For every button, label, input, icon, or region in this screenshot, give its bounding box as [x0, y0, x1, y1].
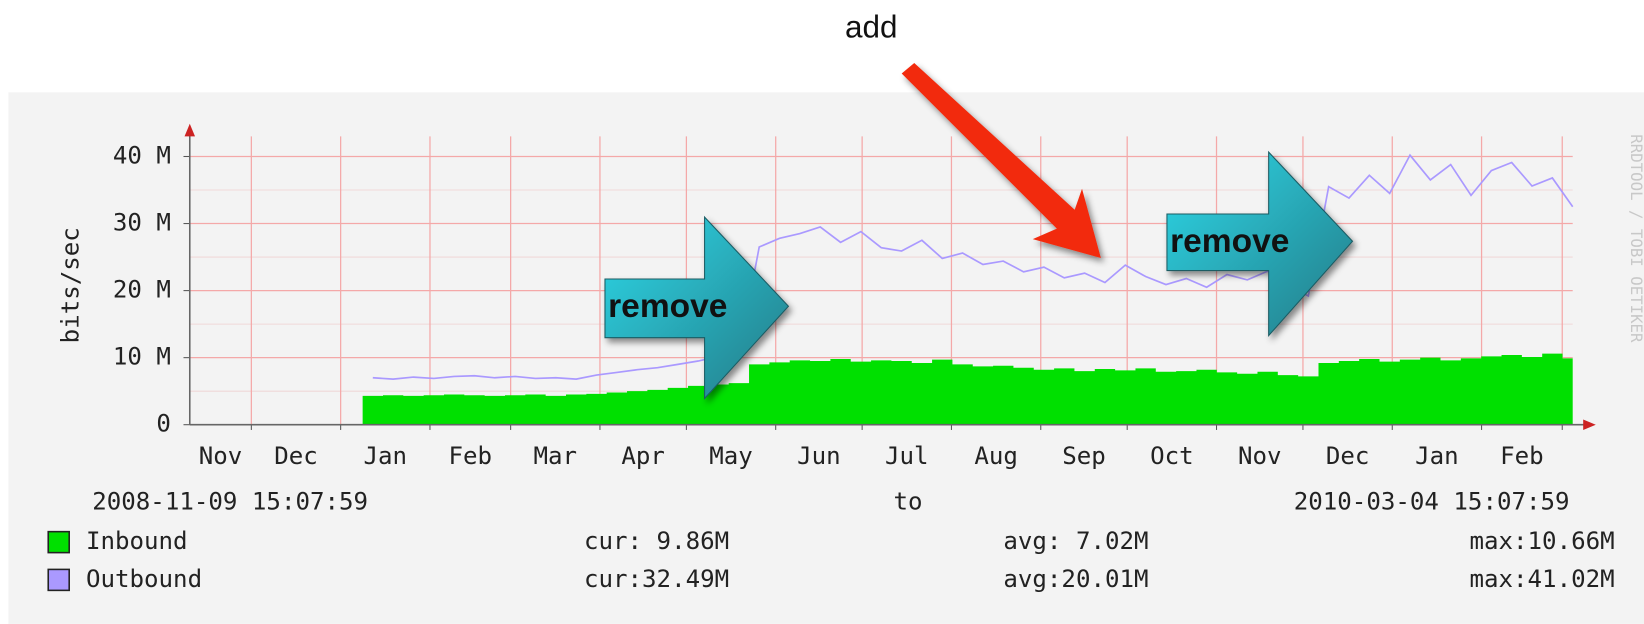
y-axis-arrow	[184, 123, 196, 137]
legend-stat: cur: 9.86M	[584, 527, 729, 555]
inbound-area	[362, 353, 1573, 425]
legend-label: Outbound	[86, 565, 202, 593]
x-tick-label: Mar	[534, 442, 578, 470]
end-date: 2010-03-04 15:07:59	[1294, 487, 1570, 515]
x-tick-label: Jan	[1415, 442, 1459, 470]
legend-stat: max:41.02M	[1469, 565, 1614, 593]
x-tick-label: Jun	[797, 442, 841, 470]
legend-swatch	[47, 568, 70, 592]
x-tick-label: Jan	[364, 442, 408, 470]
start-date: 2008-11-09 15:07:59	[92, 487, 368, 515]
y-tick-label: 40 M	[113, 141, 171, 169]
x-tick-label: May	[709, 442, 753, 470]
legend-stat: cur:32.49M	[584, 565, 729, 593]
x-tick-label: Jul	[885, 442, 929, 470]
legend-stat: avg: 7.02M	[1003, 527, 1148, 555]
remove-label: remove	[1170, 223, 1289, 260]
x-tick-label: Aug	[974, 442, 1018, 470]
to-label: to	[893, 487, 922, 515]
y-tick-label: 20 M	[113, 276, 171, 304]
y-tick-label: 10 M	[113, 343, 171, 371]
y-tick-label: 0	[156, 410, 171, 438]
x-tick-label: Dec	[274, 442, 318, 470]
x-tick-label: Nov	[199, 442, 243, 470]
add-arrow	[901, 62, 1101, 259]
watermark: RRDTOOL / TOBI OETIKER	[1627, 134, 1644, 343]
add-label: add	[845, 10, 897, 45]
x-tick-label: Sep	[1062, 442, 1106, 470]
legend-swatch	[47, 530, 70, 554]
legend-stat: max:10.66M	[1469, 527, 1614, 555]
y-axis-label: bits/sec	[56, 227, 84, 343]
legend-stat: avg:20.01M	[1003, 565, 1148, 593]
y-tick-label: 30 M	[113, 209, 171, 237]
x-tick-label: Apr	[621, 442, 665, 470]
x-tick-label: Dec	[1326, 442, 1370, 470]
remove-arrow	[604, 215, 790, 400]
x-tick-label: Oct	[1150, 442, 1194, 470]
legend-label: Inbound	[86, 527, 188, 555]
x-tick-label: Feb	[449, 442, 493, 470]
x-tick-label: Feb	[1500, 442, 1544, 470]
x-tick-label: Nov	[1238, 442, 1282, 470]
remove-arrow	[1166, 150, 1354, 337]
remove-label: remove	[608, 288, 727, 325]
outbound-line	[372, 153, 1574, 380]
x-axis-arrow	[1583, 419, 1596, 430]
